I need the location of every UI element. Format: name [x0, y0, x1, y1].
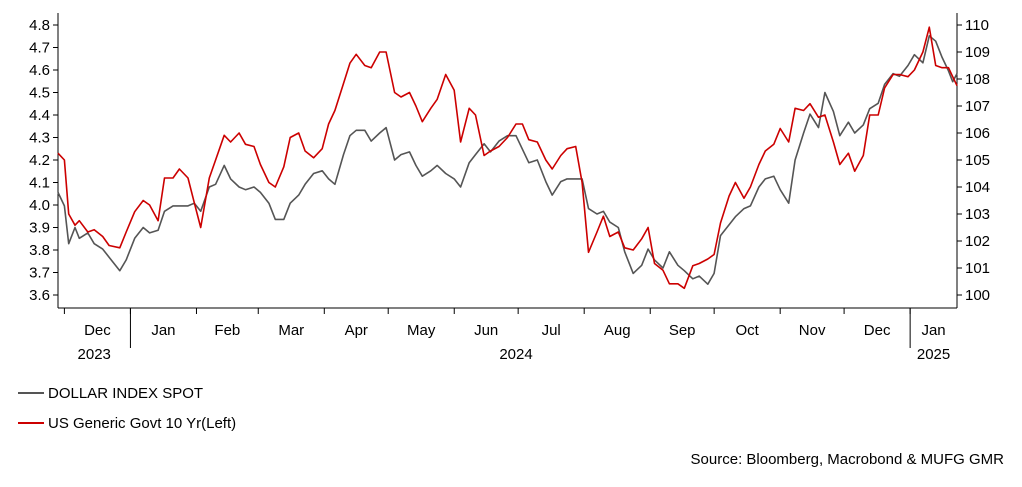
x-month-label: Dec [864, 322, 891, 339]
y-left-tick-label: 3.9 [29, 220, 50, 237]
x-month-label: Oct [735, 322, 759, 339]
y-right-tick-label: 107 [965, 98, 990, 115]
x-month-label: Jun [474, 322, 498, 339]
y-left-tick-label: 3.8 [29, 242, 50, 259]
x-year-label: 2024 [499, 346, 532, 363]
x-month-label: May [407, 322, 436, 339]
y-right-tick-label: 100 [965, 287, 990, 304]
x-month-label: Nov [799, 322, 826, 339]
axes: 3.6 3.7 3.8 3.9 4.0 4.1 4.2 4.3 4.4 4.5 4.6 4.7 4.8 1… [29, 13, 990, 363]
y-right-tick-label: 102 [965, 233, 990, 250]
y-left-tick-label: 4.5 [29, 85, 50, 102]
y-right-tick-label: 110 [965, 17, 989, 34]
legend-label-us-10yr: US Generic Govt 10 Yr(Left) [48, 414, 237, 432]
legend-item-us-10yr: US Generic Govt 10 Yr(Left) [18, 413, 236, 433]
x-month-label: Apr [345, 322, 368, 339]
us-10yr-line [57, 26, 958, 290]
y-right-tick-label: 106 [965, 125, 990, 142]
legend-label-dollar-index: DOLLAR INDEX SPOT [48, 384, 204, 402]
x-month-label: Jan [151, 322, 175, 339]
series-lines [57, 26, 958, 290]
y-left-tick-label: 3.7 [29, 265, 50, 282]
y-right-tick-label: 104 [965, 179, 990, 196]
y-left-tick-label: 4.7 [29, 40, 50, 57]
y-left-tick-label: 3.6 [29, 287, 50, 304]
legend: DOLLAR INDEX SPOT US Generic Govt 10 Yr(… [18, 383, 236, 443]
y-right-tick-label: 101 [965, 260, 990, 277]
y-left-tick-label: 4.3 [29, 130, 50, 147]
y-left-tick-label: 4.2 [29, 152, 50, 169]
y-right-tick-label: 109 [965, 44, 990, 61]
x-month-label: Mar [278, 322, 304, 339]
y-right-tick-label: 108 [965, 71, 990, 88]
source-note: Source: Bloomberg, Macrobond & MUFG GMR [690, 451, 1004, 468]
x-year-label: 2023 [78, 346, 111, 363]
x-month-label: Dec [84, 322, 111, 339]
x-month-label: Sep [669, 322, 696, 339]
legend-swatch-dollar-index [18, 392, 44, 394]
y-left-tick-label: 4.6 [29, 62, 50, 79]
x-month-label: Jul [542, 322, 561, 339]
dollar-index-line [57, 35, 958, 285]
x-month-label: Feb [214, 322, 240, 339]
y-right-tick-label: 105 [965, 152, 990, 169]
x-year-label: 2025 [917, 346, 950, 363]
y-left-tick-label: 4.8 [29, 17, 50, 34]
x-month-label: Aug [604, 322, 631, 339]
y-left-tick-label: 4.1 [29, 175, 50, 192]
y-left-tick-label: 4.4 [29, 107, 50, 124]
y-left-tick-label: 4.0 [29, 197, 50, 214]
legend-swatch-us-10yr [18, 422, 44, 424]
legend-item-dollar-index: DOLLAR INDEX SPOT [18, 383, 236, 403]
y-right-tick-label: 103 [965, 206, 990, 223]
x-month-label: Jan [921, 322, 945, 339]
